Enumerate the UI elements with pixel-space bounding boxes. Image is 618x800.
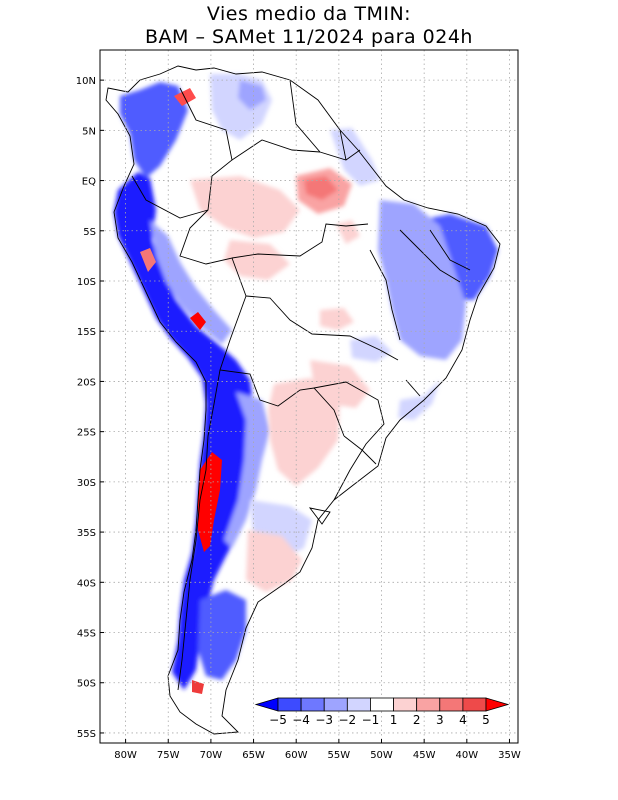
- colorbar-label: 4: [459, 713, 467, 727]
- lat-label: 50S: [77, 679, 96, 690]
- plot-frame: [99, 49, 519, 744]
- lon-label: 50W: [370, 750, 393, 761]
- lat-label: 40S: [77, 578, 96, 589]
- lon-label: 75W: [157, 750, 180, 761]
- lon-label: 45W: [413, 750, 436, 761]
- lon-label: 40W: [456, 750, 479, 761]
- lat-label: EQ: [82, 177, 96, 188]
- lat-label: 5S: [83, 227, 96, 238]
- lat-label: 25S: [77, 428, 96, 439]
- colorbar-box: [346, 697, 371, 712]
- colorbar-box: [323, 697, 348, 712]
- colorbar-box: [439, 697, 464, 712]
- colorbar-label: 2: [413, 713, 421, 727]
- colorbar-label: 1: [390, 713, 398, 727]
- colorbar-label: −2: [338, 713, 356, 727]
- lat-label: 45S: [77, 629, 96, 640]
- colorbar-box: [416, 697, 441, 712]
- colorbar: −5 −4 −3 −2 −1 1 2 3 4 5: [254, 697, 510, 727]
- lat-label: 55S: [77, 729, 96, 740]
- latitude-axis: 10N 5N EQ 5S 10S 15S 20S 25S 30S 35S 40S 45S 50S 55S: [76, 76, 104, 740]
- lat-label: 30S: [77, 478, 96, 489]
- lon-label: 70W: [200, 750, 223, 761]
- colorbar-label: −5: [269, 713, 287, 727]
- colorbar-label: 5: [482, 713, 490, 727]
- colorbar-label: −4: [292, 713, 310, 727]
- colorbar-label: 3: [436, 713, 444, 727]
- colorbar-box: [277, 697, 302, 712]
- lon-label: 35W: [498, 750, 521, 761]
- lon-label: 80W: [114, 750, 137, 761]
- map-title-line2: BAM – SAMet 11/2024 para 024h: [145, 26, 473, 48]
- lat-label: 10S: [77, 277, 96, 288]
- colorbar-box: [393, 697, 418, 712]
- lat-label: 5N: [82, 126, 96, 137]
- lat-label: 35S: [77, 528, 96, 539]
- lat-label: 20S: [77, 377, 96, 388]
- colorbar-box: [300, 697, 325, 712]
- lon-label: 55W: [328, 750, 351, 761]
- map-title-line1: Vies medio da TMIN:: [206, 3, 412, 25]
- colorbar-box: [462, 697, 487, 712]
- lat-label: 10N: [76, 76, 96, 87]
- lon-label: 60W: [285, 750, 308, 761]
- lat-label: 15S: [77, 327, 96, 338]
- longitude-axis: 80W 75W 70W 65W 60W 55W 50W 45W 40W 35W: [114, 739, 521, 761]
- lon-label: 65W: [242, 750, 265, 761]
- borders: [105, 65, 501, 735]
- graticule: [100, 50, 518, 743]
- colorbar-box: [370, 697, 394, 712]
- colorbar-label: −3: [315, 713, 333, 727]
- colorbar-label: −1: [362, 713, 380, 727]
- colorbar-max-arrow: [485, 697, 510, 712]
